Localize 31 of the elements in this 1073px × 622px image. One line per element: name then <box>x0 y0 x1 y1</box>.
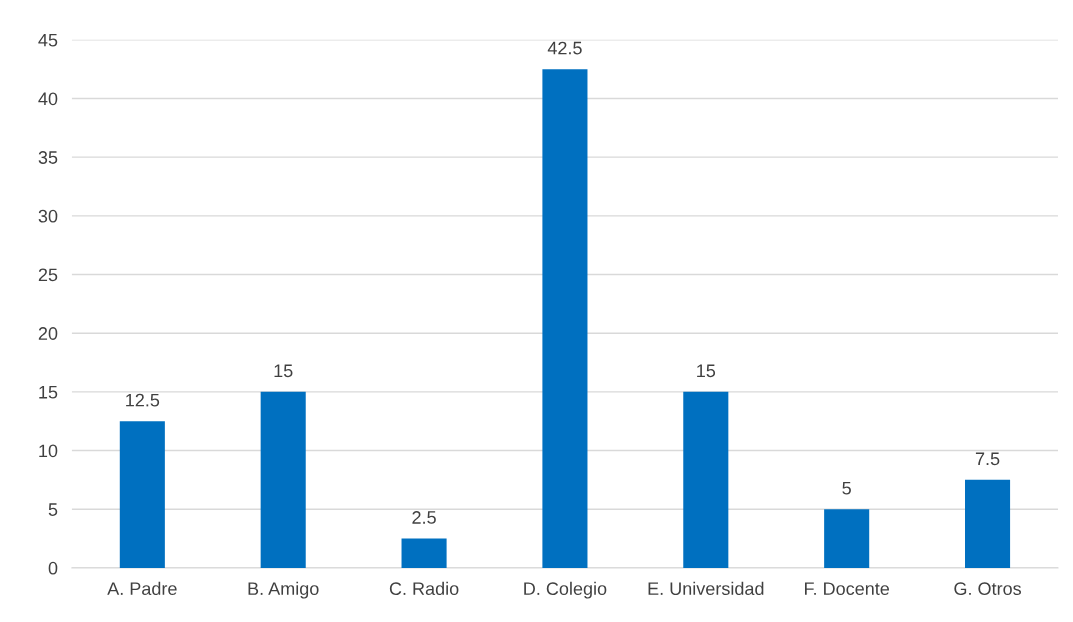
y-tick-label: 45 <box>38 33 58 47</box>
y-tick-label: 20 <box>38 327 58 340</box>
y-tick-label: 10 <box>39 444 58 458</box>
data-label: 2.5 <box>412 511 436 524</box>
data-label: 15 <box>697 364 716 378</box>
x-tick-label: F. Docente <box>805 582 890 596</box>
x-tick-label: C. Radio <box>389 581 459 596</box>
data-label: 42.5 <box>547 41 582 55</box>
bar <box>683 391 729 568</box>
x-tick-label: B. Amigo <box>248 581 319 599</box>
x-tick-label: G. Otros <box>954 582 1021 596</box>
y-tick-label: 15 <box>39 385 58 399</box>
bar <box>542 69 588 568</box>
data-label: 15 <box>274 364 293 378</box>
bar <box>260 391 306 568</box>
x-tick-label: A. Padre <box>107 581 177 596</box>
data-label: 12.5 <box>126 393 160 407</box>
data-label: 5 <box>842 481 851 495</box>
x-tick-label: E. Universidad <box>648 581 764 596</box>
y-tick-label: 25 <box>38 268 58 282</box>
y-tick-label: 35 <box>38 151 58 164</box>
bar <box>824 509 870 568</box>
bar <box>965 479 1011 568</box>
y-tick-label: 5 <box>48 503 58 516</box>
data-label: 7.5 <box>975 452 1000 466</box>
y-tick-label: 40 <box>38 92 58 106</box>
bar <box>119 421 165 568</box>
y-tick-label: 0 <box>48 561 58 575</box>
bar <box>401 538 447 568</box>
y-tick-label: 30 <box>38 209 58 223</box>
x-tick-label: D. Colegio <box>524 581 607 599</box>
